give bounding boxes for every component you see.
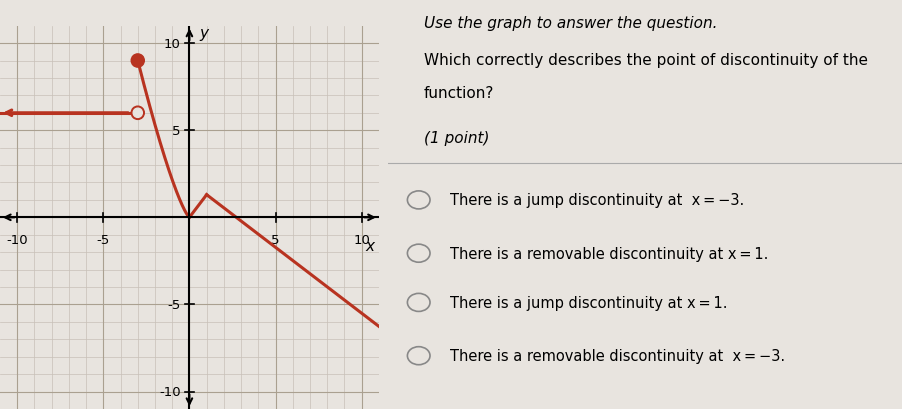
Text: There is a jump discontinuity at x = 1.: There is a jump discontinuity at x = 1.	[449, 295, 727, 310]
Text: 10: 10	[164, 38, 180, 50]
Text: -5: -5	[97, 234, 110, 246]
Text: x: x	[365, 238, 374, 254]
Circle shape	[133, 109, 143, 118]
Text: There is a jump discontinuity at  x = −3.: There is a jump discontinuity at x = −3.	[449, 193, 744, 208]
Text: -10: -10	[159, 385, 180, 398]
Text: There is a removable discontinuity at x = 1.: There is a removable discontinuity at x …	[449, 246, 768, 261]
Circle shape	[131, 55, 144, 68]
Text: -10: -10	[6, 234, 28, 246]
Text: Use the graph to answer the question.: Use the graph to answer the question.	[424, 16, 717, 31]
Text: -5: -5	[168, 298, 180, 311]
Text: 5: 5	[172, 124, 180, 137]
Text: (1 point): (1 point)	[424, 131, 490, 146]
Text: 10: 10	[354, 234, 370, 246]
Text: There is a removable discontinuity at  x = −3.: There is a removable discontinuity at x …	[449, 348, 785, 363]
Text: y: y	[199, 26, 208, 41]
Text: Which correctly describes the point of discontinuity of the: Which correctly describes the point of d…	[424, 53, 868, 68]
Text: 5: 5	[272, 234, 280, 246]
Text: function?: function?	[424, 86, 494, 101]
Circle shape	[131, 107, 144, 120]
